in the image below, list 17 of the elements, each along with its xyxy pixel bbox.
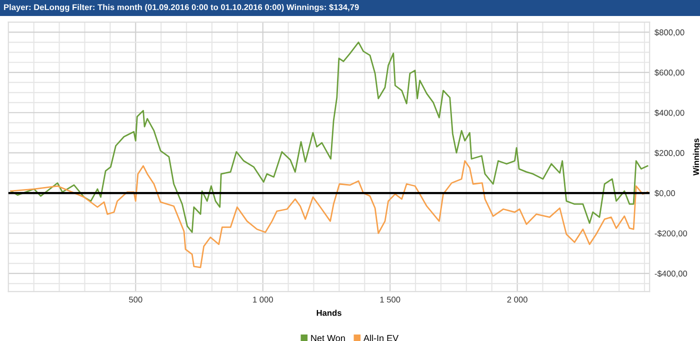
y-tick-label: $800,00 bbox=[654, 29, 684, 36]
line-series bbox=[10, 160, 648, 268]
x-axis-title: Hands bbox=[316, 310, 342, 316]
legend-label: Net Won bbox=[311, 335, 345, 341]
line-series bbox=[10, 42, 648, 233]
x-tick-label: 1 000 bbox=[253, 296, 273, 303]
y-tick-label: -$200,00 bbox=[654, 230, 688, 238]
legend-label: All-In EV bbox=[363, 334, 399, 341]
y-tick-label: $600,00 bbox=[654, 69, 684, 77]
y-tick-label: $0,00 bbox=[654, 190, 675, 198]
y-tick-label: $200,00 bbox=[654, 150, 684, 157]
x-tick-label: 2 000 bbox=[507, 296, 528, 303]
chart-title: Player: DeLongg Filter: This month (01.09.2016 0:00 to 01.10.2016 0:00) Winnings: $134,79 bbox=[4, 4, 359, 12]
x-tick-label: 1 500 bbox=[380, 296, 400, 303]
x-tick-label: 500 bbox=[129, 296, 142, 303]
y-tick-label: $400,00 bbox=[654, 109, 684, 117]
y-tick-label: -$400,00 bbox=[654, 270, 688, 278]
